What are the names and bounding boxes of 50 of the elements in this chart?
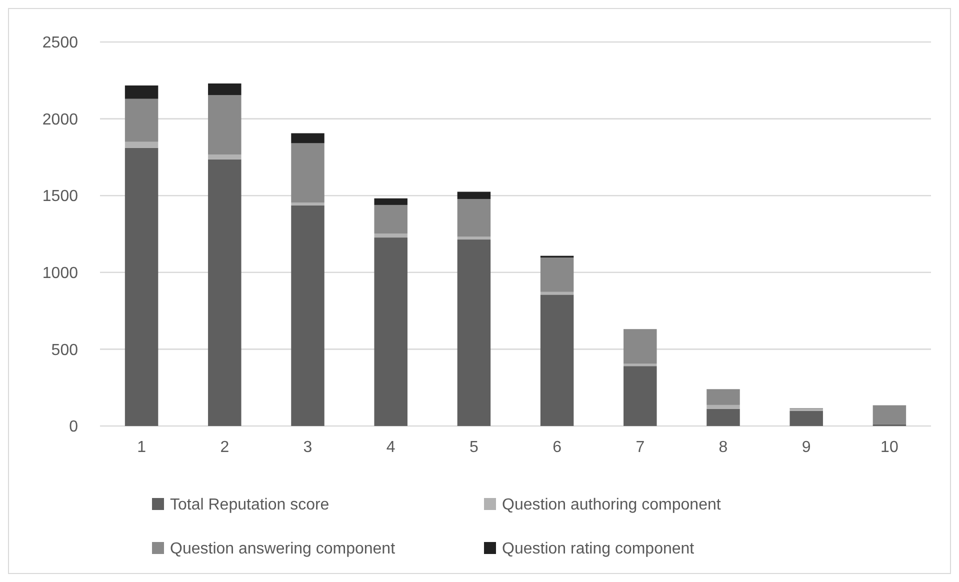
x-tick-label: 7 — [636, 439, 645, 456]
bar — [457, 236, 491, 240]
bar — [208, 154, 242, 160]
y-tick-label: 1500 — [42, 188, 78, 206]
legend-label: Question answering component — [170, 540, 396, 558]
bar — [706, 408, 740, 426]
bar — [124, 148, 158, 426]
y-tick-label: 1000 — [42, 265, 78, 282]
bar — [790, 410, 823, 426]
bar — [872, 405, 906, 424]
y-tick-label: 2000 — [42, 111, 78, 128]
bar — [457, 240, 491, 426]
bar — [374, 198, 408, 205]
bar — [374, 234, 408, 238]
x-tick-label: 3 — [303, 439, 312, 456]
bar — [540, 258, 574, 292]
bar — [291, 205, 324, 426]
bar — [706, 404, 740, 409]
bar — [291, 202, 324, 206]
bar — [291, 133, 324, 144]
bar — [540, 294, 574, 426]
y-tick-label: 2500 — [42, 34, 78, 52]
bar — [124, 142, 158, 148]
legend-label: Question rating component — [502, 540, 695, 558]
bar — [540, 292, 574, 295]
y-tick-label: 0 — [69, 418, 78, 436]
bar — [624, 366, 657, 426]
x-tick-label: 2 — [220, 439, 230, 456]
x-tick-label: 1 — [137, 439, 146, 456]
bar — [208, 159, 242, 426]
y-tick-label: 500 — [51, 342, 78, 359]
x-tick-label: 6 — [552, 439, 562, 456]
bar — [291, 143, 324, 203]
bar — [457, 192, 491, 199]
bar — [374, 204, 408, 234]
legend-label: Question authoring component — [502, 496, 722, 514]
bar — [208, 95, 242, 155]
bar — [208, 83, 242, 96]
x-tick-label: 4 — [386, 439, 396, 456]
x-tick-label: 10 — [880, 439, 898, 456]
bar — [624, 329, 657, 364]
x-tick-label: 9 — [802, 439, 811, 456]
bar — [124, 85, 158, 99]
bar — [457, 198, 491, 237]
bar — [124, 98, 158, 142]
x-tick-label: 5 — [469, 439, 478, 456]
legend-label: Total Reputation score — [170, 496, 330, 514]
bar — [374, 238, 408, 426]
bar — [706, 389, 740, 405]
x-tick-label: 8 — [718, 439, 728, 456]
